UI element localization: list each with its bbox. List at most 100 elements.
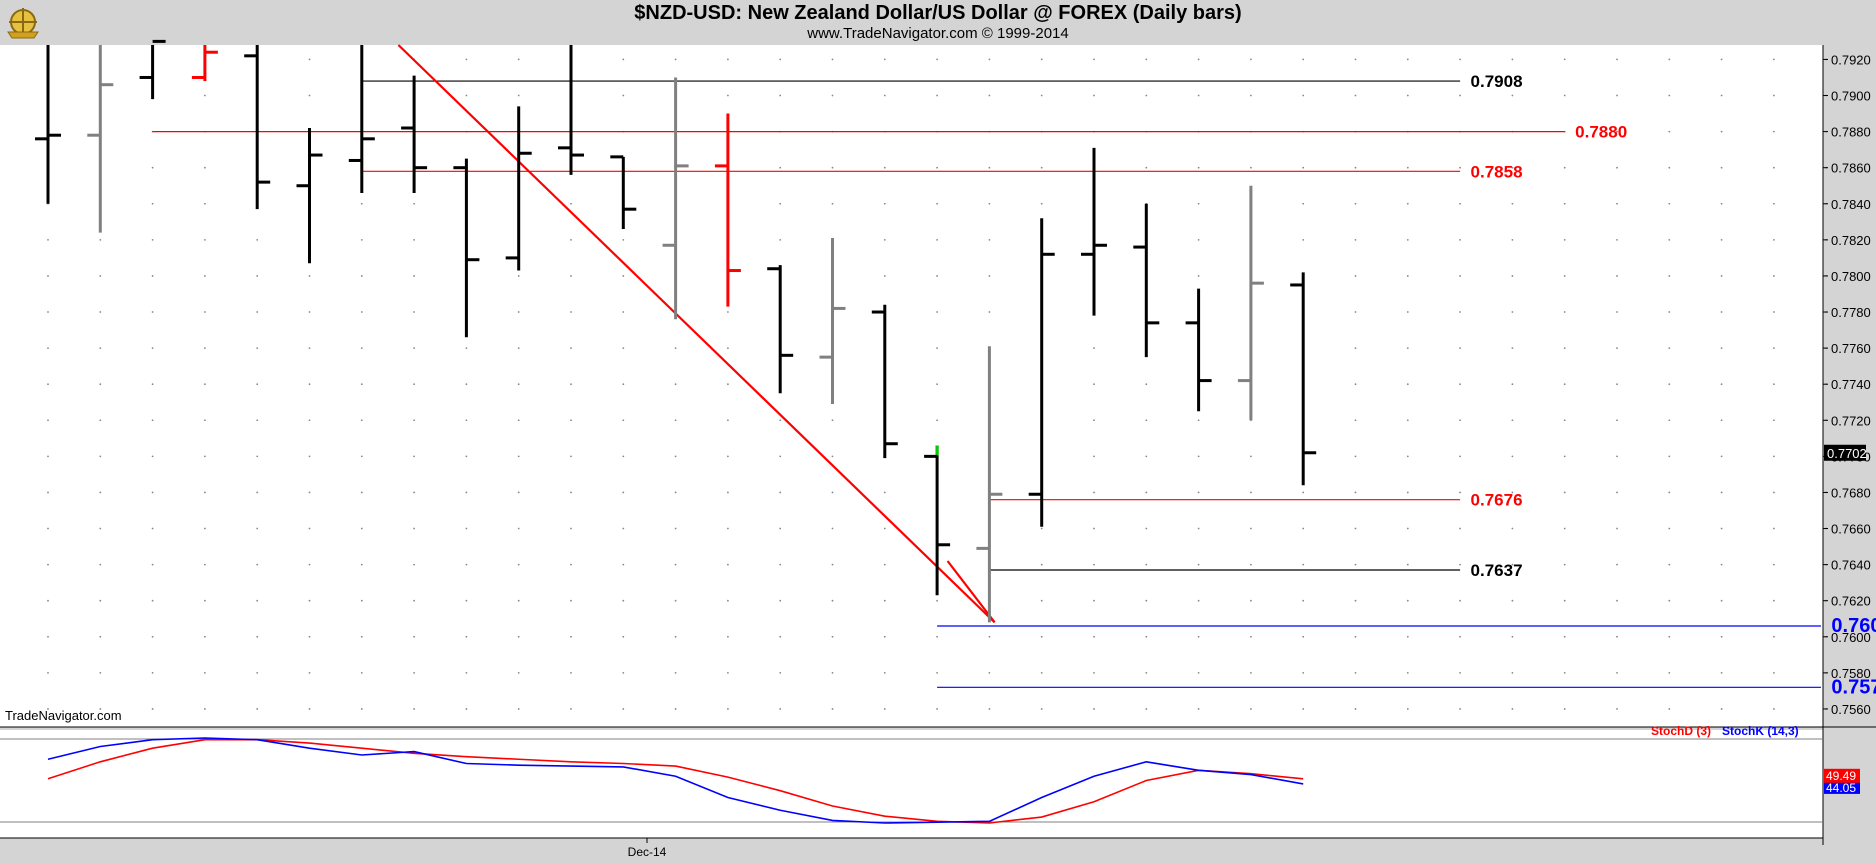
grid-dot bbox=[1459, 708, 1461, 710]
grid-dot bbox=[1668, 563, 1671, 566]
grid-dot bbox=[1197, 202, 1200, 205]
grid-dot bbox=[1197, 635, 1200, 638]
grid-dot bbox=[1773, 311, 1775, 313]
grid-dot bbox=[308, 599, 311, 602]
y-axis-tick-label: 0.7680 bbox=[1831, 485, 1871, 500]
grid-dot bbox=[1145, 599, 1148, 602]
ohlc-bar bbox=[610, 155, 637, 230]
grid-dot bbox=[883, 202, 886, 205]
grid-dot bbox=[360, 202, 363, 205]
grid-dot bbox=[47, 491, 49, 494]
grid-dot bbox=[1354, 311, 1357, 313]
grid-dot bbox=[674, 455, 677, 458]
grid-dot bbox=[256, 347, 259, 350]
grid-dot bbox=[1197, 419, 1200, 422]
grid-dot bbox=[1197, 563, 1200, 566]
grid-dot bbox=[831, 166, 834, 169]
grid-dot bbox=[308, 527, 311, 530]
grid-dot bbox=[1302, 563, 1305, 566]
grid-dot bbox=[1563, 383, 1566, 386]
grid-dot bbox=[1354, 202, 1357, 205]
grid-dot bbox=[1459, 311, 1461, 313]
y-axis-tick-label: 0.7880 bbox=[1831, 125, 1871, 140]
grid-dot bbox=[622, 419, 625, 422]
grid-dot bbox=[1616, 599, 1618, 602]
grid-dot bbox=[47, 708, 49, 710]
stochk-value-badge bbox=[1824, 779, 1860, 794]
grid-dot bbox=[1459, 347, 1461, 350]
grid-dot bbox=[1720, 94, 1723, 97]
grid-dot bbox=[1250, 708, 1252, 710]
grid-dot bbox=[1302, 166, 1305, 169]
grid-dot bbox=[1616, 563, 1618, 566]
grid-dot bbox=[1668, 599, 1671, 602]
grid-dot bbox=[99, 419, 102, 422]
grid-dot bbox=[883, 671, 886, 674]
grid-dot bbox=[1145, 166, 1148, 169]
grid-dot bbox=[1406, 347, 1409, 350]
grid-dot bbox=[831, 599, 834, 602]
grid-dot bbox=[1720, 527, 1723, 530]
grid-dot bbox=[308, 563, 311, 566]
ohlc-bar bbox=[1290, 272, 1317, 486]
grid-dot bbox=[831, 94, 834, 97]
grid-dot bbox=[1616, 419, 1618, 422]
grid-dot bbox=[204, 599, 206, 602]
grid-dot bbox=[988, 238, 991, 241]
grid-dot bbox=[1616, 491, 1618, 494]
grid-dot bbox=[1563, 491, 1566, 494]
grid-dot bbox=[727, 671, 729, 674]
grid-dot bbox=[1302, 599, 1305, 602]
grid-dot bbox=[1406, 166, 1409, 169]
grid-dot bbox=[360, 708, 363, 710]
grid-dot bbox=[1093, 347, 1095, 350]
grid-dot bbox=[936, 708, 938, 710]
y-axis-tick-label: 0.7740 bbox=[1831, 377, 1871, 392]
grid-dot bbox=[256, 275, 259, 277]
y-axis-tick-label: 0.7780 bbox=[1831, 305, 1871, 320]
grid-dot bbox=[360, 238, 363, 241]
grid-dot bbox=[1302, 635, 1305, 638]
grid-dot bbox=[883, 491, 886, 494]
grid-dot bbox=[465, 347, 468, 350]
grid-dot bbox=[831, 455, 834, 458]
grid-dot bbox=[1668, 347, 1671, 350]
grid-dot bbox=[204, 311, 206, 313]
grid-dot bbox=[727, 635, 729, 638]
grid-dot bbox=[570, 383, 572, 386]
y-axis-tick-label: 0.7900 bbox=[1831, 89, 1871, 104]
ohlc-bar bbox=[348, 45, 375, 193]
grid-dot bbox=[1093, 635, 1095, 638]
y-axis-tick-label: 0.7580 bbox=[1831, 666, 1871, 681]
grid-dot bbox=[360, 671, 363, 674]
grid-dot bbox=[204, 166, 206, 169]
grid-dot bbox=[1093, 599, 1095, 602]
grid-dot bbox=[1773, 383, 1775, 386]
grid-dot bbox=[883, 275, 886, 277]
grid-dot bbox=[1354, 491, 1357, 494]
grid-dot bbox=[1354, 383, 1357, 386]
grid-dot bbox=[1250, 527, 1252, 530]
watermark: TradeNavigator.com bbox=[5, 708, 122, 723]
grid-dot bbox=[1302, 527, 1305, 530]
grid-dot bbox=[465, 708, 468, 710]
grid-dot bbox=[517, 455, 520, 458]
grid-dot bbox=[151, 491, 154, 494]
grid-dot bbox=[1040, 58, 1043, 61]
grid-dot bbox=[1773, 455, 1775, 458]
grid-dot bbox=[1250, 599, 1252, 602]
grid-dot bbox=[1250, 455, 1252, 458]
grid-dot bbox=[831, 708, 834, 710]
grid-dot bbox=[727, 383, 729, 386]
grid-dot bbox=[1720, 311, 1723, 313]
y-axis-tick-label: 0.7920 bbox=[1831, 52, 1871, 67]
grid-dot bbox=[936, 311, 938, 313]
level-label: 0.7880 bbox=[1575, 123, 1627, 142]
grid-dot bbox=[1093, 708, 1095, 710]
grid-dot bbox=[465, 527, 468, 530]
grid-dot bbox=[204, 455, 206, 458]
grid-dot bbox=[413, 238, 415, 241]
grid-dot bbox=[1773, 563, 1775, 566]
stochastic-legend: StochD (3) StochK (14,3) bbox=[1651, 724, 1799, 738]
grid-dot bbox=[1616, 527, 1618, 530]
